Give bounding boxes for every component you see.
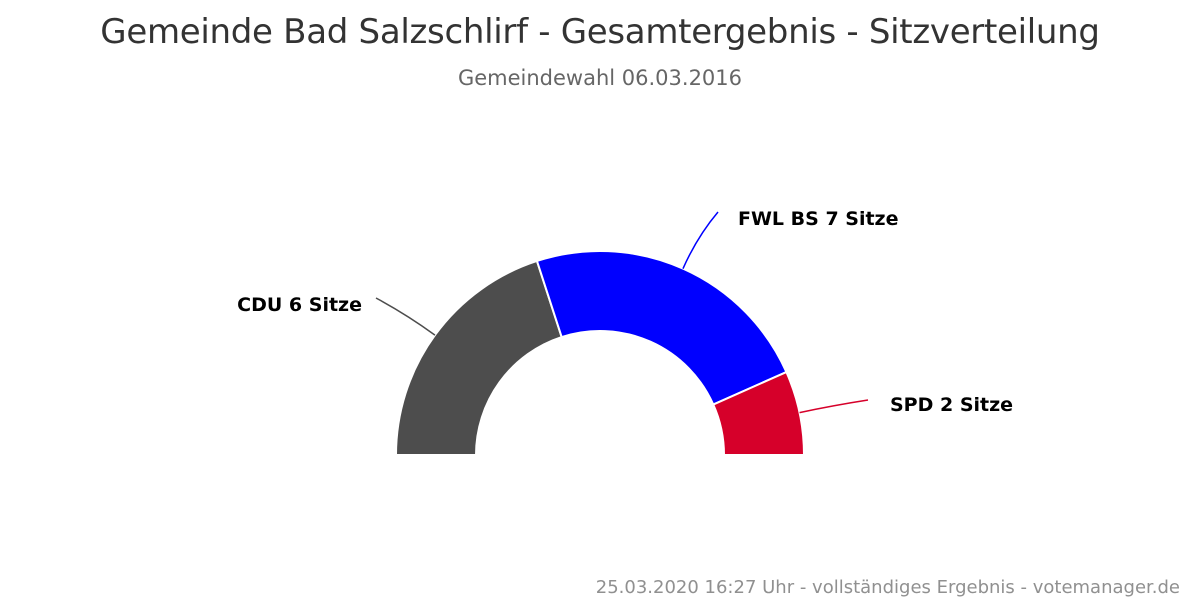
credits-link[interactable]: 25.03.2020 16:27 Uhr - vollständiges Erg…: [595, 577, 1180, 598]
labels-group: CDU 6 Sitze FWL BS 7 Sitze SPD 2 Sitze: [237, 208, 1013, 416]
slices-group: [394, 250, 806, 456]
connector-fwl-bs: [682, 211, 719, 269]
connector-cdu: [375, 297, 436, 336]
data-label-fwl-bs: FWL BS 7 Sitze: [738, 208, 899, 230]
chart-title: Gemeinde Bad Salzschlirf - Gesamtergebni…: [100, 12, 1100, 52]
data-label-spd: SPD 2 Sitze: [890, 394, 1013, 416]
chart-subtitle: Gemeindewahl 06.03.2016: [457, 66, 743, 90]
connector-spd: [799, 399, 869, 414]
connectors-group: [375, 211, 869, 414]
slice-fwl-bs[interactable]: [535, 250, 788, 406]
slice-spd[interactable]: [711, 370, 806, 456]
slice-cdu[interactable]: [394, 259, 563, 456]
data-label-cdu: CDU 6 Sitze: [237, 294, 362, 316]
